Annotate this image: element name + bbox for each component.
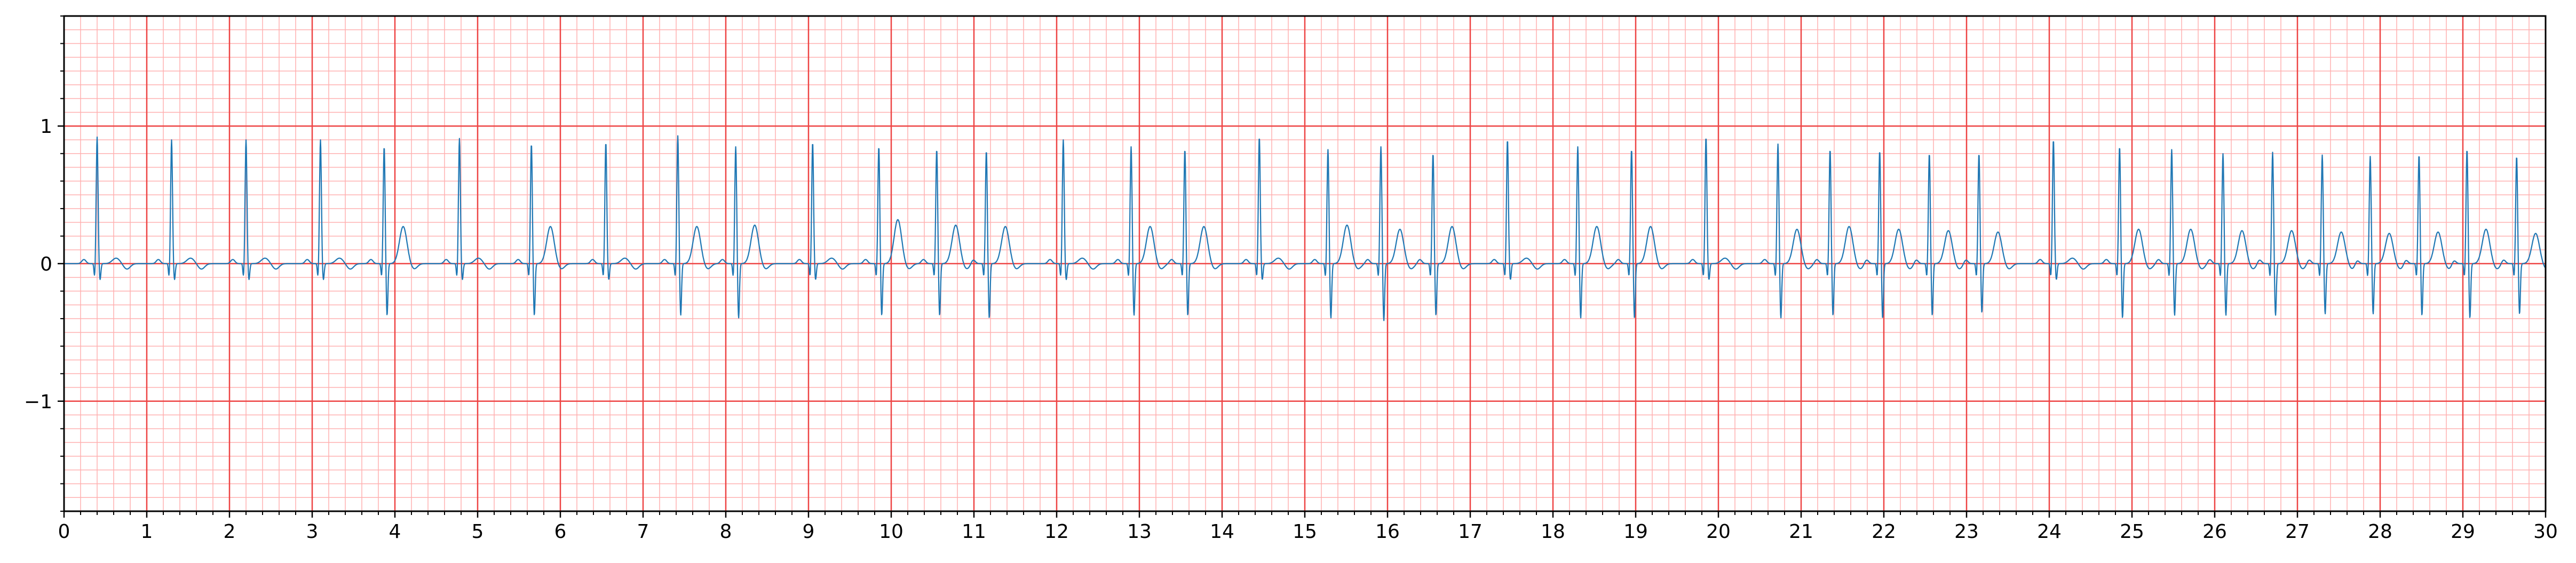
y-tick-label: −1 (24, 391, 52, 413)
x-tick-label: 17 (1458, 521, 1483, 543)
plot-area (64, 135, 2546, 321)
x-tick-label: 29 (2451, 521, 2475, 543)
x-tick-label: 10 (879, 521, 903, 543)
y-axis: −1 0 1 (24, 15, 64, 512)
x-tick-label: 20 (1706, 521, 1731, 543)
x-tick-label: 6 (554, 521, 567, 543)
x-tick-label: 28 (2368, 521, 2392, 543)
x-tick-label: 3 (306, 521, 319, 543)
x-axis: 0 1 2 3 4 5 6 7 8 9 10 11 12 13 14 15 16 17 18 19 20 21 22 23 24… (58, 511, 2558, 543)
x-tick-label: 27 (2285, 521, 2310, 543)
x-tick-label: 5 (472, 521, 484, 543)
x-tick-label: 2 (224, 521, 236, 543)
x-tick-label: 18 (1541, 521, 1565, 543)
y-tick-label: 1 (40, 116, 52, 138)
x-tick-label: 26 (2202, 521, 2227, 543)
x-tick-label: 14 (1210, 521, 1234, 543)
x-tick-label: 11 (962, 521, 986, 543)
x-tick-label: 7 (637, 521, 649, 543)
x-tick-label: 16 (1375, 521, 1400, 543)
x-tick-label: 4 (389, 521, 401, 543)
x-tick-label: 13 (1127, 521, 1152, 543)
x-tick-label: 15 (1293, 521, 1317, 543)
y-tick-label: 0 (40, 253, 52, 275)
x-tick-label: 19 (1623, 521, 1648, 543)
x-tick-label: 23 (1954, 521, 1979, 543)
x-tick-label: 24 (2037, 521, 2062, 543)
x-tick-label: 0 (58, 521, 70, 543)
ecg-trace-line (64, 135, 2546, 321)
x-tick-label: 1 (141, 521, 153, 543)
x-tick-label: 12 (1044, 521, 1069, 543)
x-tick-label: 9 (803, 521, 815, 543)
x-tick-label: 30 (2533, 521, 2558, 543)
x-tick-label: 25 (2120, 521, 2144, 543)
x-tick-label: 22 (1872, 521, 1896, 543)
x-tick-label: 21 (1789, 521, 1813, 543)
x-tick-label: 8 (720, 521, 732, 543)
